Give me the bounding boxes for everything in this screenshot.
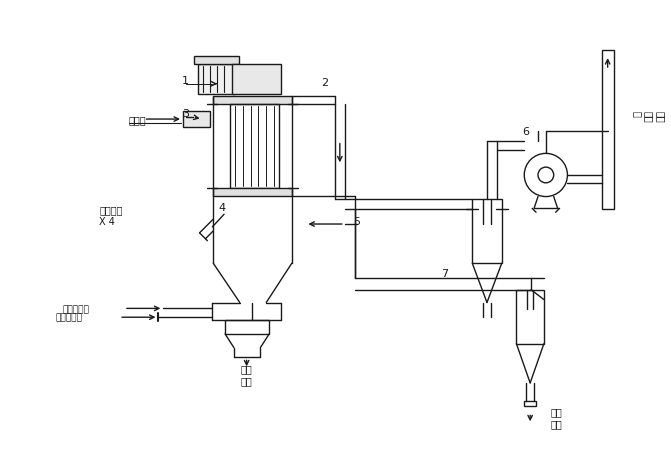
Text: 4: 4 bbox=[219, 203, 225, 213]
Text: 二次进风口: 二次进风口 bbox=[55, 313, 83, 322]
Text: 压缩风: 压缩风 bbox=[129, 115, 146, 125]
Text: 5: 5 bbox=[353, 216, 360, 226]
Bar bbox=[524, 400, 536, 407]
Bar bbox=[232, 65, 281, 94]
Text: 尾气
排出
口: 尾气 排出 口 bbox=[632, 111, 666, 123]
Bar bbox=[197, 65, 235, 94]
Text: 6: 6 bbox=[523, 127, 529, 137]
Text: 3: 3 bbox=[183, 109, 189, 119]
Bar bbox=[230, 105, 279, 189]
Bar bbox=[225, 321, 269, 334]
Bar bbox=[194, 57, 239, 65]
Text: 7: 7 bbox=[442, 268, 448, 278]
Text: 1: 1 bbox=[183, 76, 189, 86]
Bar bbox=[517, 290, 544, 344]
Text: 2: 2 bbox=[321, 78, 329, 87]
Bar bbox=[183, 112, 210, 128]
Bar bbox=[213, 97, 292, 105]
Text: 细粉
出口: 细粉 出口 bbox=[551, 407, 562, 428]
Bar bbox=[602, 51, 613, 210]
Text: 粗粉
出口: 粗粉 出口 bbox=[241, 364, 252, 385]
Bar bbox=[472, 200, 502, 264]
Text: X 4: X 4 bbox=[99, 216, 115, 226]
Text: 一次进风口: 一次进风口 bbox=[62, 304, 89, 313]
Bar bbox=[213, 189, 292, 196]
Text: 给料入口: 给料入口 bbox=[99, 205, 123, 215]
